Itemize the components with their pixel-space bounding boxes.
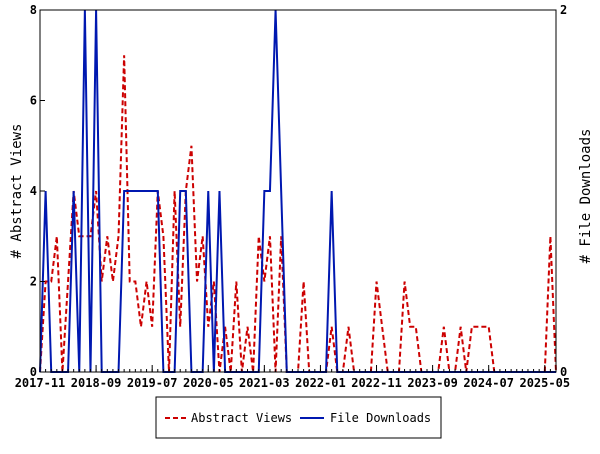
x-tick-label: 2021-03 xyxy=(239,376,290,390)
x-tick-label: 2020-05 xyxy=(183,376,234,390)
y-axis-title-left: # Abstract Views xyxy=(9,124,25,259)
y-axis-title-right: # File Downloads xyxy=(578,129,594,264)
legend-label-abstract-views: Abstract Views xyxy=(191,411,292,425)
y-left-tick-label: 2 xyxy=(30,275,37,289)
series-line-file-downloads xyxy=(39,9,556,373)
x-tick-label: 2017-11 xyxy=(15,376,66,390)
legend: Abstract Views File Downloads xyxy=(155,396,442,439)
plot-frame xyxy=(39,9,557,373)
x-tick-label: 2018-09 xyxy=(71,376,122,390)
x-tick-label: 2022-11 xyxy=(351,376,402,390)
y-left-tick-label: 0 xyxy=(30,365,37,379)
axes: 2017-11 2018-09 2019-07 2020-05 2021-03 2022-… xyxy=(15,3,570,390)
x-tick-label: 2019-07 xyxy=(127,376,178,390)
y-left-tick-label: 4 xyxy=(30,184,37,198)
series-line-abstract-views xyxy=(39,55,557,373)
x-tick-label: 2024-07 xyxy=(463,376,514,390)
x-tick-label: 2022-01 xyxy=(295,376,346,390)
x-tick-label: 2025-05 xyxy=(519,376,570,390)
y-left-tick-label: 6 xyxy=(30,94,37,108)
x-tick-label: 2023-09 xyxy=(407,376,458,390)
legend-box xyxy=(155,396,442,439)
y-right-tick-label: 0 xyxy=(560,365,567,379)
legend-label-file-downloads: File Downloads xyxy=(330,411,431,425)
y-right-tick-label: 2 xyxy=(560,3,567,17)
y-left-tick-label: 8 xyxy=(30,3,37,17)
plot-area xyxy=(39,9,557,373)
